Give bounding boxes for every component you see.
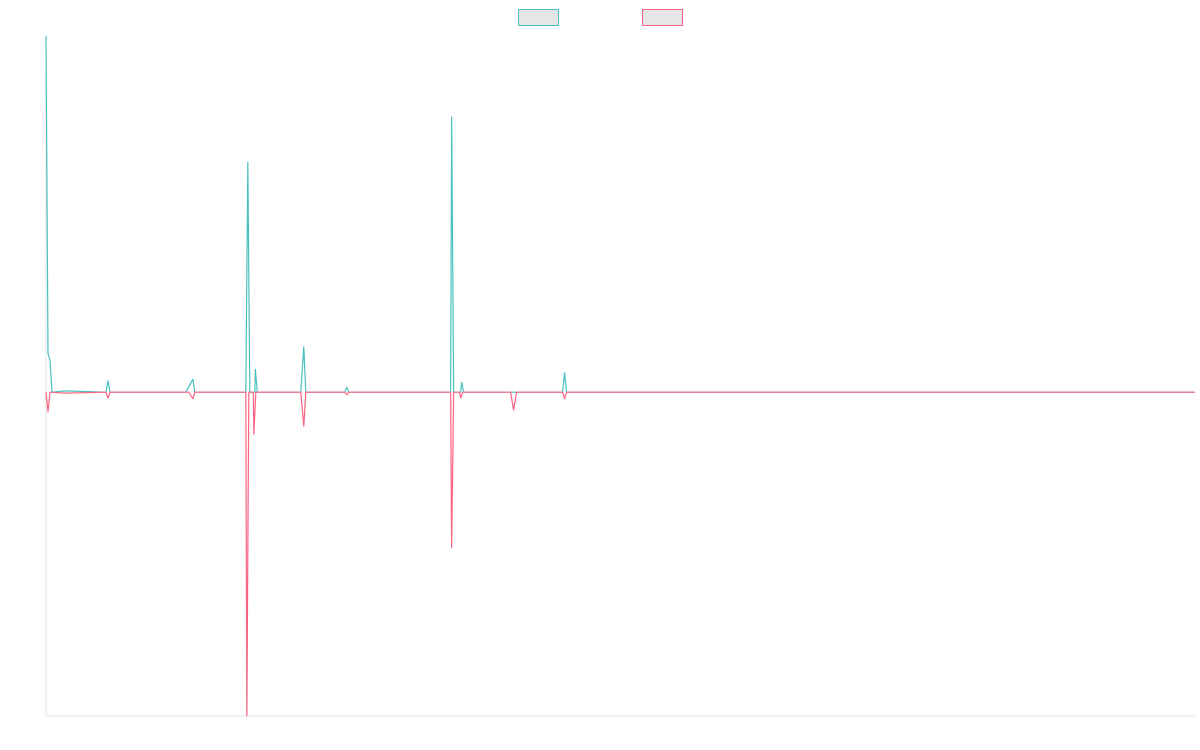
legend <box>518 9 683 26</box>
legend-swatch-1[interactable] <box>518 9 559 26</box>
legend-swatch-2[interactable] <box>642 9 683 26</box>
axes <box>45 36 1195 717</box>
series-layer <box>45 35 1195 717</box>
series-line-2 <box>45 391 1195 717</box>
series-line-1 <box>45 35 1195 393</box>
